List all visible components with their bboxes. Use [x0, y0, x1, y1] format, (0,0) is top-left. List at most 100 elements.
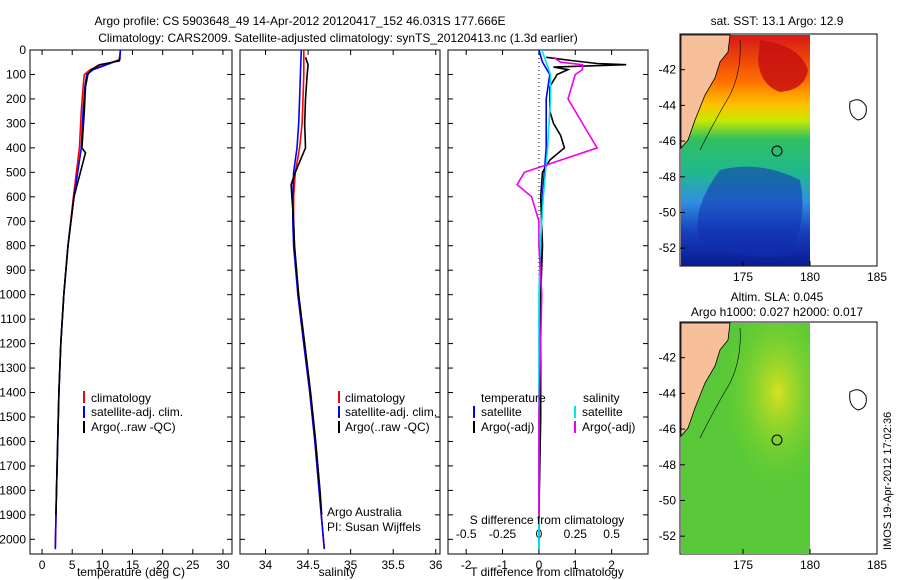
- series-line-3: [516, 56, 599, 515]
- series-line-0: [54, 49, 122, 550]
- x-tick-label: 0: [536, 558, 543, 572]
- map-y-tick-label: -44: [659, 98, 677, 112]
- salinity-axes: 34 34.5 35 35.5 36: [240, 49, 443, 572]
- map-y-tick-label: -50: [659, 205, 677, 219]
- sst-bathymetry-contour: [699, 39, 741, 151]
- map-x-tick-label: 185: [867, 270, 887, 284]
- y-tick-label: 1200: [0, 337, 26, 351]
- sst-map-ticks: 175 180 185 -42 -44 -46 -48 -50 -52: [659, 63, 888, 284]
- sst-island: [849, 99, 867, 121]
- sla-island: [849, 389, 867, 411]
- y-tick-label: 1700: [0, 459, 26, 473]
- sst-warm-eddy: [758, 40, 808, 92]
- temperature-xlabel: temperature (deg C): [77, 565, 185, 579]
- x-tick-label: 0: [39, 558, 46, 572]
- sst-cold-tongue: [697, 166, 803, 257]
- x-tick-label: 25: [186, 558, 200, 572]
- x-tick-label: 35: [344, 558, 358, 572]
- legend-header-temperature: temperature: [481, 391, 546, 405]
- sla-bathymetry-contour: [699, 327, 741, 439]
- imos-timestamp: IMOS 19-Apr-2012 17:02:36: [882, 412, 894, 550]
- map-y-tick-label: -42: [659, 351, 677, 365]
- temperature-legend: climatology satellite-adj. clim. Argo(..…: [83, 391, 183, 434]
- map-y-tick-label: -46: [659, 134, 677, 148]
- difference-xlabel: T difference from climatology: [470, 565, 624, 579]
- map-x-tick-label: 185: [867, 558, 887, 572]
- x-tick-label: -1: [497, 558, 508, 572]
- map-x-tick-label: 175: [733, 558, 753, 572]
- y-tick-label: 1500: [0, 410, 26, 424]
- y-tick-label: 1100: [0, 312, 26, 326]
- sla-map-title-line1: Altim. SLA: 0.045: [731, 290, 824, 304]
- x-tick-label: 1: [572, 558, 579, 572]
- map-x-tick-label: 180: [800, 270, 820, 284]
- x2-tick-label: 0.5: [603, 527, 620, 541]
- x2-tick-label: 0.25: [564, 527, 588, 541]
- x2-tick-label: -0.5: [456, 527, 477, 541]
- legend-label-s-satellite: satellite: [582, 405, 623, 419]
- x-tick-label: 34.5: [296, 558, 320, 572]
- legend-label-satellite-adj: satellite-adj. clim.: [91, 405, 183, 419]
- y-tick-label: 1400: [0, 386, 26, 400]
- sla-map-ticks: 175 180 185 -42 -44 -46 -48 -50 -52: [659, 351, 888, 572]
- temperature-plot-frame: [29, 49, 233, 555]
- series-line-1: [538, 56, 627, 515]
- map-y-tick-label: -48: [659, 458, 677, 472]
- difference-legend: temperature salinity satellite Argo(-adj…: [473, 391, 635, 434]
- legend-label-argo: Argo(..raw -QC): [91, 420, 176, 434]
- sst-map: sat. SST: 13.1 Argo: 12.9 175 180 185 -42 -4…: [659, 14, 888, 284]
- y-tick-label: 2000: [0, 532, 26, 546]
- series-line-1: [54, 49, 122, 550]
- salinity-series: [290, 49, 326, 550]
- temperature-series: [54, 49, 122, 550]
- y-tick-label: 300: [6, 116, 26, 130]
- sst-float-position-marker: [771, 145, 783, 157]
- sst-land-new-zealand: [680, 34, 731, 150]
- map-y-tick-label: -52: [659, 529, 677, 543]
- legend-label-argo: Argo(..raw -QC): [345, 420, 430, 434]
- map-y-tick-label: -52: [659, 241, 677, 255]
- figure-title-line1: Argo profile: CS 5903648_49 14-Apr-2012 …: [95, 14, 506, 28]
- legend-header-salinity: salinity: [583, 391, 620, 405]
- legend-label-climatology: climatology: [91, 391, 151, 405]
- y-tick-label: 700: [6, 214, 26, 228]
- x-tick-label: 30: [216, 558, 230, 572]
- y-tick-label: 0: [19, 43, 26, 57]
- x-tick-label: 36: [429, 558, 443, 572]
- map-y-tick-label: -46: [659, 422, 677, 436]
- y-tick-label: 1000: [0, 288, 26, 302]
- y-tick-label: 100: [6, 67, 26, 81]
- series-line-2: [55, 57, 121, 515]
- x-tick-label: 10: [96, 558, 110, 572]
- map-y-tick-label: -44: [659, 386, 677, 400]
- x-tick-label: 20: [156, 558, 170, 572]
- y-tick-label: 900: [6, 263, 26, 277]
- y-tick-label: 400: [6, 141, 26, 155]
- series-line-1: [291, 49, 326, 550]
- y-tick-label: 200: [6, 92, 26, 106]
- x2-tick-label: -0.25: [489, 527, 517, 541]
- y-tick-label: 800: [6, 239, 26, 253]
- figure-title-line2: Climatology: CARS2009. Satellite-adjuste…: [98, 31, 578, 45]
- credit-line2: PI: Susan Wijffels: [327, 520, 421, 534]
- map-y-tick-label: -48: [659, 170, 677, 184]
- salinity-legend: climatology satellite-adj. clim. Argo(..…: [338, 391, 437, 434]
- sla-float-position-marker: [771, 434, 783, 446]
- salinity-plot-frame: [239, 49, 441, 555]
- series-line-2: [290, 57, 323, 515]
- sla-land-new-zealand: [680, 322, 731, 438]
- x-tick-label: 35.5: [382, 558, 406, 572]
- sla-map-title-line2: Argo h1000: 0.027 h2000: 0.017: [691, 305, 863, 319]
- legend-label-satellite-adj: satellite-adj. clim.: [345, 405, 437, 419]
- credit-line1: Argo Australia: [327, 505, 402, 519]
- x-tick-label: 5: [69, 558, 76, 572]
- map-x-tick-label: 180: [800, 558, 820, 572]
- map-x-tick-label: 175: [733, 270, 753, 284]
- x-tick-label: 15: [126, 558, 140, 572]
- y-tick-label: 1600: [0, 434, 26, 448]
- legend-label-climatology: climatology: [345, 391, 405, 405]
- y-tick-label: 600: [6, 190, 26, 204]
- y-tick-label: 1300: [0, 361, 26, 375]
- sla-map: Altim. SLA: 0.045 Argo h1000: 0.027 h200…: [659, 290, 888, 572]
